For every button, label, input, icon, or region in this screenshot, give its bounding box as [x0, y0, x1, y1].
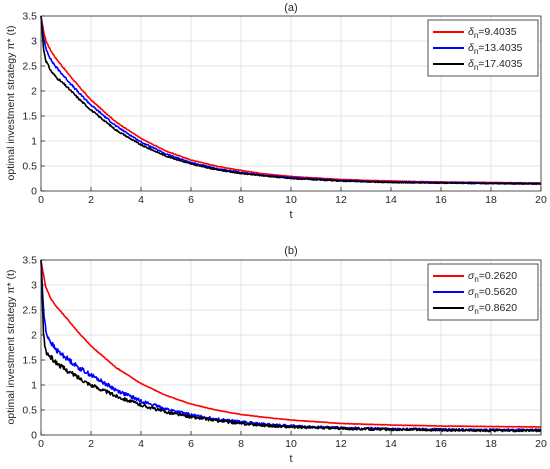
- legend-label: δn=17.4035: [468, 58, 523, 72]
- y-tick-label: 0.5: [22, 161, 37, 173]
- series-lines: [40, 259, 542, 433]
- legend: δn=9.4035 δn=13.4035 δn=17.4035: [427, 19, 539, 77]
- y-tick-label: 1.5: [22, 111, 37, 123]
- legend-label: δn=9.4035: [468, 26, 517, 40]
- y-tick-label: 2: [31, 330, 37, 342]
- x-tick-label: 6: [188, 194, 194, 206]
- x-axis-ticks: 0 2 4 6 8 10 12 14 16 18 20: [38, 431, 547, 450]
- x-tick-label: 12: [335, 438, 347, 450]
- y-tick-label: 2.5: [22, 61, 37, 73]
- x-tick-label: 10: [285, 438, 297, 450]
- y-tick-label: 3: [31, 280, 37, 292]
- legend-label: σn=0.2620: [468, 270, 517, 284]
- y-tick-label: 1: [31, 136, 37, 148]
- series-lines: [40, 15, 542, 186]
- x-tick-label: 14: [385, 438, 397, 450]
- y-tick-label: 3: [31, 36, 37, 48]
- series-line: [40, 15, 542, 186]
- x-tick-label: 14: [385, 194, 397, 206]
- y-tick-label: 2: [31, 86, 37, 98]
- y-tick-label: 0.5: [22, 405, 37, 417]
- y-axis-ticks: 0 0.5 1 1.5 2 2.5 3 3.5: [22, 11, 45, 198]
- y-tick-label: 3.5: [22, 11, 37, 23]
- chart-panel-b: (b) 0 2 4 6 8 10 12 14 16 18 20 0 0.5 1 1.5 2 2.5 3 3.5 t…: [5, 245, 547, 465]
- x-tick-label: 10: [285, 194, 297, 206]
- x-tick-label: 8: [238, 438, 244, 450]
- chart-title: (b): [284, 245, 297, 257]
- y-axis-label: optimal investment strategy π* (t): [5, 270, 17, 425]
- legend-label: δn=13.4035: [468, 42, 523, 56]
- legend-label: σn=0.8620: [468, 302, 517, 316]
- y-tick-label: 1: [31, 380, 37, 392]
- x-tick-label: 4: [138, 438, 144, 450]
- y-tick-label: 0: [31, 430, 37, 442]
- x-tick-label: 0: [38, 438, 44, 450]
- x-axis-label: t: [289, 209, 292, 221]
- x-tick-label: 0: [38, 194, 44, 206]
- series-line: [40, 259, 542, 433]
- x-tick-label: 20: [535, 438, 547, 450]
- legend: σn=0.2620 σn=0.5620 σn=0.8620: [427, 263, 539, 321]
- x-axis-label: t: [289, 453, 292, 465]
- x-tick-label: 16: [435, 194, 447, 206]
- x-axis-ticks: 0 2 4 6 8 10 12 14 16 18 20: [38, 187, 547, 206]
- x-tick-label: 20: [535, 194, 547, 206]
- chart-panel-a: (a) 0 2 4 6 8 10 12 14 16 18 20 0 0.5 1 1.5 2 2.5 3 3.5 t…: [5, 2, 547, 221]
- x-tick-label: 2: [88, 438, 94, 450]
- chart-title: (a): [284, 2, 297, 14]
- y-axis-ticks: 0 0.5 1 1.5 2 2.5 3 3.5: [22, 255, 45, 442]
- x-tick-label: 16: [435, 438, 447, 450]
- x-tick-label: 18: [485, 438, 497, 450]
- x-tick-label: 18: [485, 194, 497, 206]
- x-tick-label: 4: [138, 194, 144, 206]
- x-tick-label: 6: [188, 438, 194, 450]
- y-tick-label: 0: [31, 186, 37, 198]
- legend-label: σn=0.5620: [468, 286, 517, 300]
- y-tick-label: 3.5: [22, 255, 37, 267]
- y-tick-label: 2.5: [22, 305, 37, 317]
- x-tick-label: 8: [238, 194, 244, 206]
- y-axis-label: optimal investment strategy π* (t): [5, 26, 17, 181]
- series-line: [40, 259, 542, 428]
- y-tick-label: 1.5: [22, 355, 37, 367]
- x-tick-label: 2: [88, 194, 94, 206]
- x-tick-label: 12: [335, 194, 347, 206]
